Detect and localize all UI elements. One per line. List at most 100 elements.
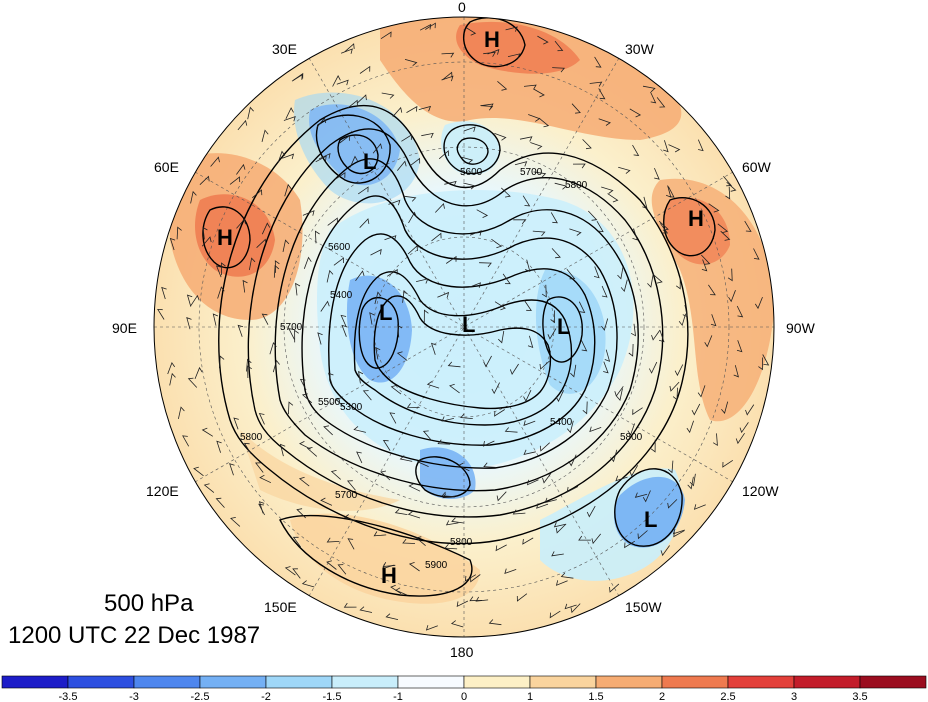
wind-barb (616, 388, 623, 401)
wind-barb (686, 420, 694, 434)
wind-barb (356, 451, 363, 464)
low-hudson-bay-label: L (557, 314, 570, 339)
wind-barb (199, 175, 210, 185)
wind-barb (682, 304, 688, 318)
wind-barb (553, 522, 567, 528)
wind-barb (409, 157, 421, 167)
wind-barb (301, 580, 315, 588)
wind-barb (727, 268, 733, 282)
wind-barb (243, 442, 252, 454)
wind-barb (356, 94, 367, 104)
wind-barb (554, 182, 568, 190)
wind-barb (247, 365, 252, 379)
wind-barb (259, 474, 272, 484)
wind-barb (642, 196, 648, 210)
wind-barb (651, 329, 661, 341)
wind-barb (441, 416, 454, 422)
wind-barb (570, 364, 577, 378)
contour-label-5500: 5500 (318, 397, 341, 408)
wind-barb (219, 355, 225, 369)
wind-barb (441, 75, 454, 82)
wind-barb (542, 472, 552, 484)
colorbar-tick-label: 1 (527, 691, 533, 702)
wind-barb (502, 273, 511, 285)
wind-barb (533, 88, 545, 98)
wind-barb (201, 236, 212, 247)
wind-barb (476, 209, 489, 218)
wind-barb (186, 317, 192, 330)
wind-barb (445, 520, 459, 526)
wind-barb (572, 163, 586, 169)
wind-barb (347, 99, 358, 109)
colorbar-swatch (529, 675, 597, 689)
wind-barb (369, 312, 375, 325)
wind-barb (201, 427, 214, 437)
wind-barb (480, 105, 494, 111)
wind-barb (394, 508, 408, 515)
wind-barb (721, 401, 729, 414)
wind-barb (589, 426, 602, 433)
wind-barb (359, 606, 373, 613)
wind-barb (425, 22, 436, 30)
wind-barb (514, 161, 528, 167)
wind-barb (550, 212, 558, 224)
colorbar-tick-label: 0 (461, 691, 467, 702)
colorbar-tick-label: -2 (261, 691, 271, 702)
wind-barb (203, 483, 215, 493)
wind-barb (629, 108, 642, 118)
wind-barb (604, 349, 611, 362)
wind-barb (285, 107, 294, 119)
colorbar-swatch (67, 675, 135, 689)
lon-label-120e: 120E (146, 483, 179, 499)
valid-time-caption: 1200 UTC 22 Dec 1987 (8, 622, 261, 649)
wind-barb (589, 81, 603, 87)
wind-barb (340, 314, 347, 327)
wind-barb (237, 324, 244, 337)
wind-barb (339, 135, 350, 144)
colorbar-tick-label: -3.5 (59, 691, 78, 702)
colorbar-tick-label: -1 (393, 691, 403, 702)
wind-barb (632, 407, 643, 416)
wind-barb (658, 330, 665, 343)
colorbar-swatch (397, 675, 465, 689)
wind-barb (578, 301, 586, 314)
wind-barb (314, 230, 320, 244)
wind-barb (272, 359, 280, 373)
wind-barb (519, 136, 533, 142)
wind-barb (552, 67, 566, 73)
wind-barb (735, 432, 745, 445)
contour-label-5700c: 5700 (335, 490, 358, 501)
wind-barb (494, 301, 506, 311)
wind-barb (407, 511, 421, 519)
wind-barb (487, 49, 500, 55)
wind-barb (374, 291, 382, 305)
wind-barb (697, 385, 706, 398)
low-scandinavia-label: L (363, 149, 376, 174)
wind-barb (615, 475, 628, 482)
wind-barb (380, 470, 391, 481)
wind-barb (233, 417, 239, 430)
wind-barb (463, 126, 476, 132)
wind-barb (504, 427, 518, 433)
wind-barb (178, 406, 185, 419)
wind-barb (284, 566, 296, 576)
wind-barb (261, 222, 271, 235)
wind-barb (451, 517, 464, 524)
wind-barbs (157, 22, 770, 631)
wind-barb (523, 389, 532, 402)
wind-barb (498, 330, 505, 344)
lon-label-150w: 150W (625, 599, 662, 615)
height-contours (202, 17, 716, 597)
wind-barb (491, 382, 500, 395)
contour-label-5300: 5300 (340, 402, 363, 413)
warm-anomaly-siberia-core (195, 194, 275, 277)
wind-barb (315, 155, 327, 163)
pressure-centers: H H H H L L L L L (217, 27, 704, 588)
wind-barb (279, 443, 286, 457)
wind-barb (386, 268, 398, 277)
wind-barb (397, 324, 403, 338)
wind-barb (722, 459, 734, 468)
wind-barb (441, 52, 455, 58)
wind-barb (381, 92, 395, 99)
wind-barb (282, 239, 290, 252)
